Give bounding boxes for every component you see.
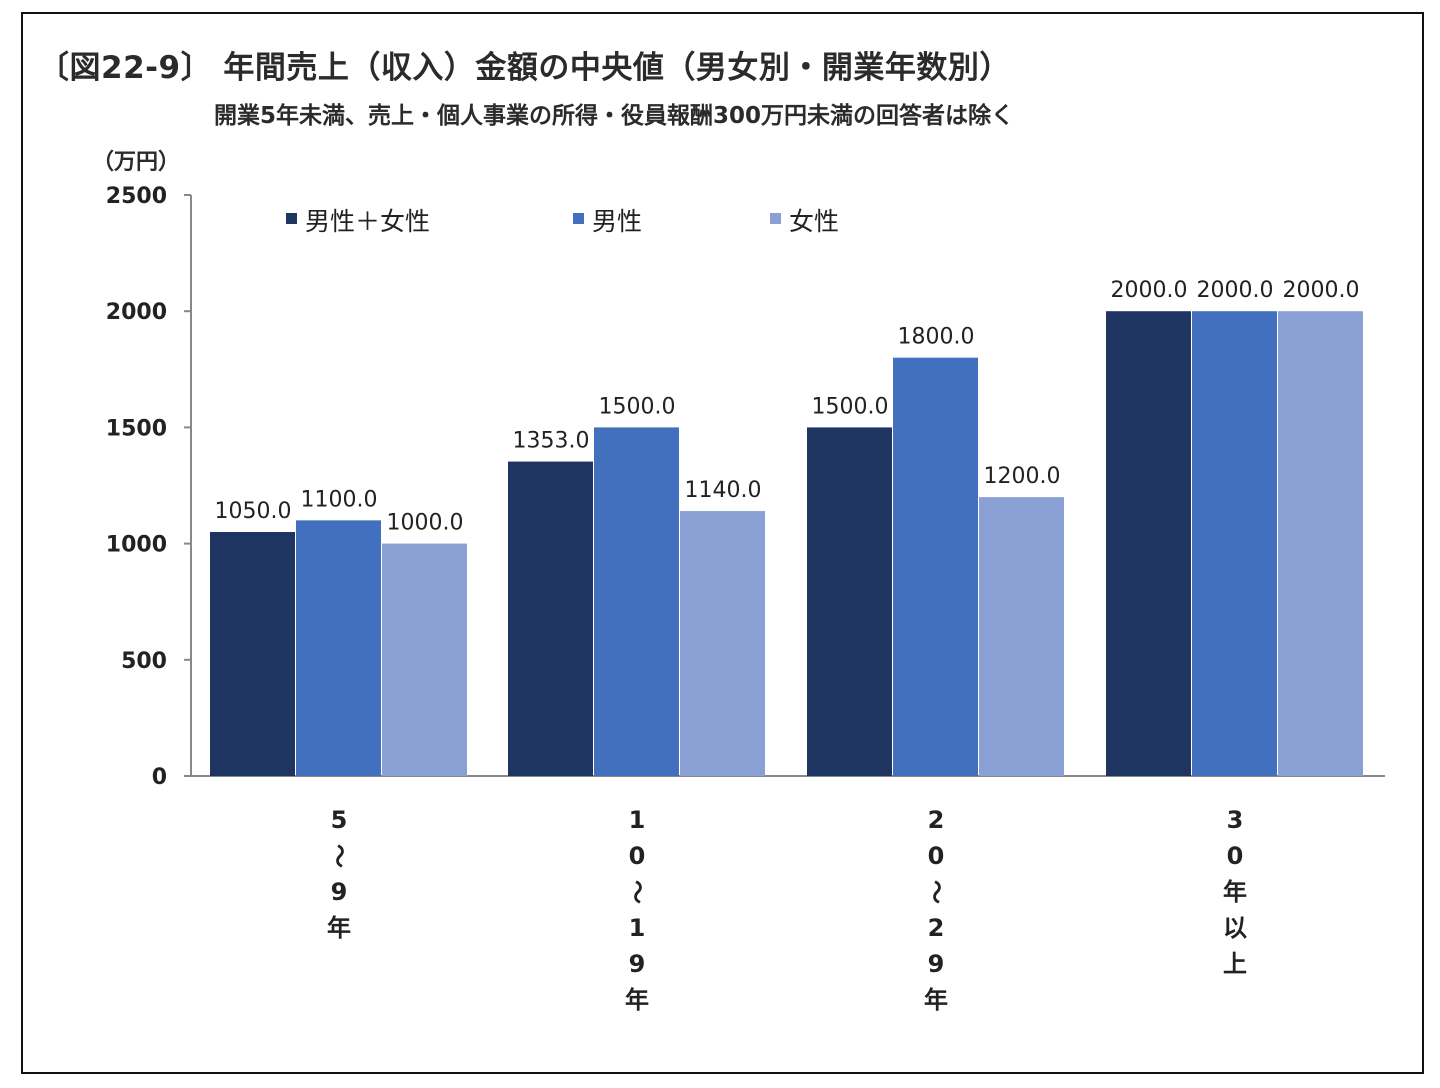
y-axis-unit-label: （万円） — [92, 150, 181, 175]
bar-total — [508, 461, 593, 776]
chart-subtitle: 開業5年未満、売上・個人事業の所得・役員報酬300万円未満の回答者は除く — [214, 103, 1015, 129]
category-char: 0 — [928, 842, 945, 870]
legend: 男性＋女性 男性 女性 — [286, 207, 839, 236]
bar-male — [1192, 311, 1277, 776]
legend-swatch — [286, 213, 297, 224]
axes: 0 500 1000 1500 2000 2500 — [106, 184, 1385, 790]
category-char: 年 — [1223, 878, 1247, 906]
category-char: 5 — [331, 806, 348, 834]
category-char: 1 — [629, 806, 646, 834]
category-char: 以 — [1223, 914, 1247, 942]
bar-male — [296, 520, 381, 776]
category-char: 年 — [625, 986, 649, 1014]
legend-label: 男性＋女性 — [305, 207, 430, 236]
category-char: 9 — [331, 878, 348, 906]
bar-female — [1278, 311, 1363, 776]
data-label: 1800.0 — [898, 325, 975, 350]
data-label: 2000.0 — [1197, 278, 1274, 303]
bar-total — [210, 531, 295, 776]
category-char: 年 — [924, 986, 948, 1014]
category-char: 9 — [928, 950, 945, 978]
category-label: 5 〜 9 年 — [325, 806, 353, 942]
category-char: 〜 — [922, 880, 950, 904]
bar-total — [807, 427, 892, 776]
category-label: 1 0 〜 1 9 年 — [623, 806, 651, 1014]
category-char: 年 — [327, 914, 351, 942]
category-char: 2 — [928, 806, 945, 834]
legend-swatch — [573, 213, 584, 224]
data-label: 1100.0 — [301, 487, 378, 512]
legend-label: 男性 — [592, 207, 642, 236]
category-char: 〜 — [325, 844, 353, 868]
category-char: 9 — [629, 950, 646, 978]
data-label: 1353.0 — [513, 429, 590, 454]
category-char: 3 — [1227, 806, 1244, 834]
y-tick-label: 500 — [121, 649, 167, 674]
y-tick-label: 0 — [152, 765, 167, 790]
data-label: 1140.0 — [685, 478, 762, 503]
y-tick-label: 1500 — [106, 416, 167, 441]
category-label: 3 0 年以上 — [1223, 806, 1247, 978]
bar-male — [594, 427, 679, 776]
y-tick-label: 2500 — [106, 184, 167, 209]
category-char: 0 — [1227, 842, 1244, 870]
bars — [210, 311, 1363, 776]
data-label: 1500.0 — [812, 394, 889, 419]
chart-frame — [21, 12, 1424, 1074]
category-char: 上 — [1223, 950, 1247, 978]
category-char: 2 — [928, 914, 945, 942]
data-label: 2000.0 — [1111, 278, 1188, 303]
data-label: 1200.0 — [984, 464, 1061, 489]
category-char: 〜 — [623, 880, 651, 904]
bar-female — [979, 497, 1064, 776]
category-char: 1 — [629, 914, 646, 942]
chart-title: 〔図22-9〕 年間売上（収入）金額の中央値（男女別・開業年数別） — [38, 50, 1011, 86]
category-char: 0 — [629, 842, 646, 870]
y-tick-label: 1000 — [106, 533, 167, 558]
y-tick-label: 2000 — [106, 300, 167, 325]
bar-male — [893, 357, 978, 776]
data-labels: 1050.0 1100.0 1000.0 1353.0 1500.0 1140.0 1500… — [215, 278, 1360, 535]
data-label: 1050.0 — [215, 499, 292, 524]
data-label: 1500.0 — [599, 394, 676, 419]
bar-female — [382, 543, 467, 776]
legend-swatch — [770, 213, 781, 224]
bar-total — [1106, 311, 1191, 776]
bar-female — [680, 511, 765, 776]
legend-label: 女性 — [789, 207, 839, 236]
data-label: 2000.0 — [1283, 278, 1360, 303]
category-label: 2 0 〜 2 9 年 — [922, 806, 950, 1014]
data-label: 1000.0 — [387, 511, 464, 536]
